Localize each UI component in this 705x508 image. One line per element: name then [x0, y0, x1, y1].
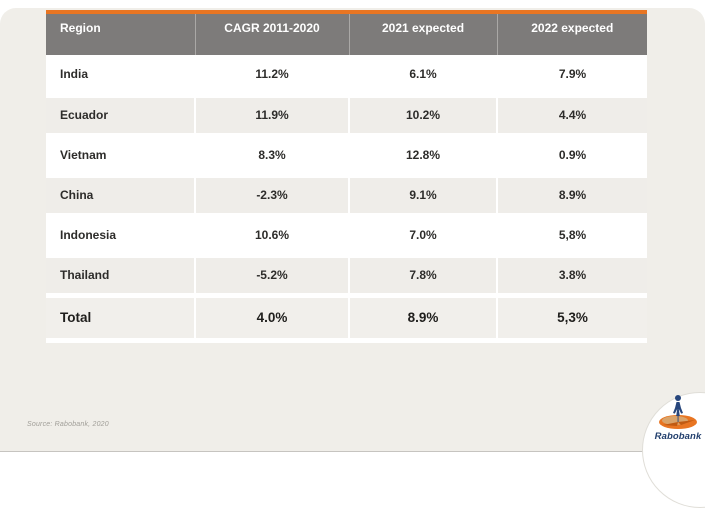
region-cell: Vietnam	[46, 135, 195, 178]
growth-table: Region CAGR 2011-2020 2021 expected 2022…	[46, 10, 647, 343]
value-cell: 11.2%	[194, 55, 349, 98]
value-cell: 3.8%	[496, 255, 647, 298]
region-cell: India	[46, 55, 195, 98]
value-cell: 0.9%	[496, 135, 647, 178]
region-growth-table: Region CAGR 2011-2020 2021 expected 2022…	[46, 14, 647, 343]
source-note: Source: Rabobank, 2020	[27, 421, 109, 428]
table-row: China -2.3% 9.1% 8.9%	[46, 175, 647, 218]
table-row: Thailand -5.2% 7.8% 3.8%	[46, 255, 647, 298]
value-cell: 7.9%	[496, 55, 647, 98]
region-cell: Thailand	[46, 255, 195, 298]
column-header-2021: 2021 expected	[348, 14, 497, 55]
value-cell: 7.8%	[348, 255, 497, 298]
value-cell: -2.3%	[194, 175, 349, 218]
rabobank-logo-text: Rabobank	[654, 431, 702, 442]
column-header-2022: 2022 expected	[496, 14, 647, 55]
table-row: Ecuador 11.9% 10.2% 4.4%	[46, 95, 647, 138]
region-cell: China	[46, 175, 195, 218]
value-cell: -5.2%	[194, 255, 349, 298]
table-row: India 11.2% 6.1% 7.9%	[46, 55, 647, 98]
value-cell: 4.4%	[496, 95, 647, 138]
table-row: Vietnam 8.3% 12.8% 0.9%	[46, 135, 647, 178]
table-body: India 11.2% 6.1% 7.9% Ecuador 11.9% 10.2% 4.4% V…	[46, 55, 647, 343]
column-header-region: Region	[46, 14, 195, 55]
value-cell: 8.3%	[194, 135, 349, 178]
value-cell: 6.1%	[348, 55, 497, 98]
rabobank-figure-icon	[659, 395, 697, 429]
value-cell: 4.0%	[194, 295, 349, 343]
value-cell: 11.9%	[194, 95, 349, 138]
region-cell: Total	[46, 295, 195, 343]
column-header-cagr: CAGR 2011-2020	[194, 14, 349, 55]
header-row: Region CAGR 2011-2020 2021 expected 2022…	[46, 14, 647, 55]
value-cell: 10.6%	[194, 215, 349, 258]
value-cell: 10.2%	[348, 95, 497, 138]
rabobank-logo: Rabobank	[650, 394, 705, 442]
value-cell: 8.9%	[348, 295, 497, 343]
region-cell: Ecuador	[46, 95, 195, 138]
accent-bar	[46, 10, 647, 14]
value-cell: 8.9%	[496, 175, 647, 218]
value-cell: 7.0%	[348, 215, 497, 258]
value-cell: 9.1%	[348, 175, 497, 218]
value-cell: 5,3%	[496, 295, 647, 343]
table-header: Region CAGR 2011-2020 2021 expected 2022…	[46, 14, 647, 55]
value-cell: 12.8%	[348, 135, 497, 178]
region-cell: Indonesia	[46, 215, 195, 258]
table-row: Total 4.0% 8.9% 5,3%	[46, 295, 647, 343]
table-row: Indonesia 10.6% 7.0% 5,8%	[46, 215, 647, 258]
value-cell: 5,8%	[496, 215, 647, 258]
